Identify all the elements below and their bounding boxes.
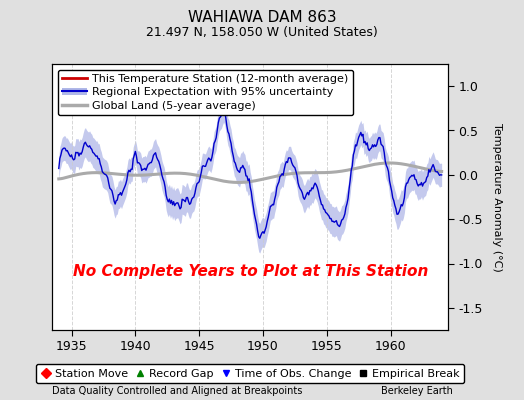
Text: WAHIAWA DAM 863: WAHIAWA DAM 863 <box>188 10 336 25</box>
Text: Berkeley Earth: Berkeley Earth <box>381 386 453 396</box>
Legend: Station Move, Record Gap, Time of Obs. Change, Empirical Break: Station Move, Record Gap, Time of Obs. C… <box>36 364 464 383</box>
Text: No Complete Years to Plot at This Station: No Complete Years to Plot at This Statio… <box>72 264 428 279</box>
Y-axis label: Temperature Anomaly (°C): Temperature Anomaly (°C) <box>493 123 503 271</box>
Text: Data Quality Controlled and Aligned at Breakpoints: Data Quality Controlled and Aligned at B… <box>52 386 303 396</box>
Text: 21.497 N, 158.050 W (United States): 21.497 N, 158.050 W (United States) <box>146 26 378 39</box>
